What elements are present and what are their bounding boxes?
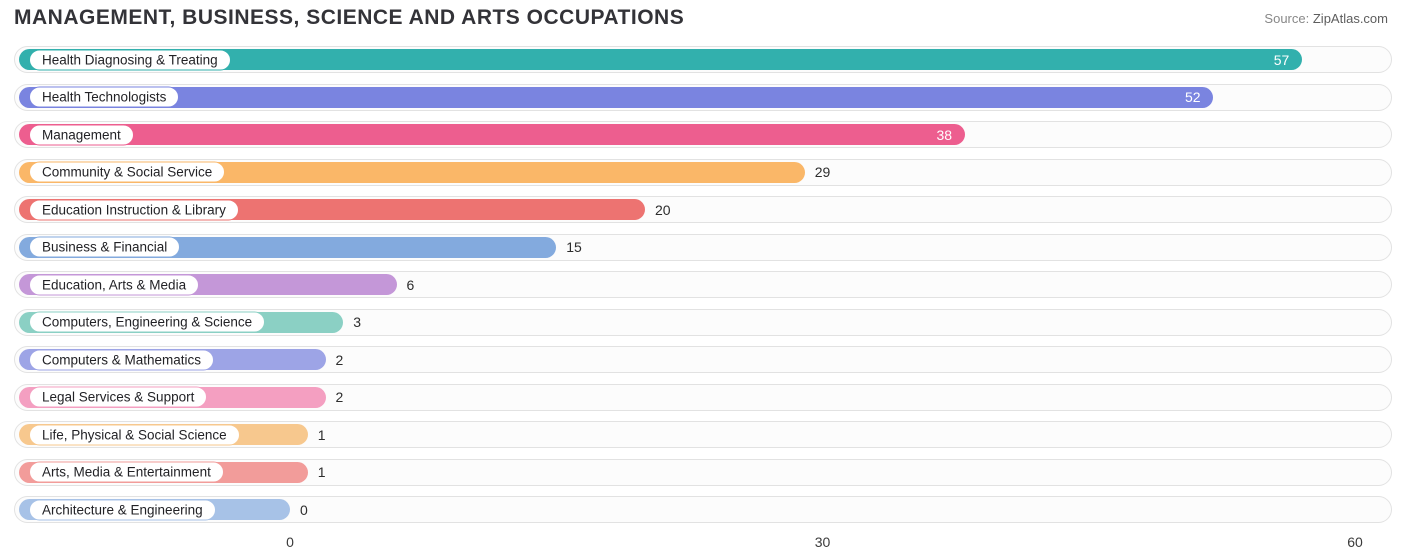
bar-value: 52: [1185, 89, 1201, 105]
axis-tick: 30: [815, 534, 831, 550]
bar-row: Arts, Media & Entertainment 1: [14, 457, 1392, 488]
bar-row: Legal Services & Support 2: [14, 382, 1392, 413]
bar-row: Business & Financial 15: [14, 232, 1392, 263]
bar-row: Computers & Mathematics 2: [14, 344, 1392, 375]
bar-value: 2: [336, 389, 344, 405]
axis-tick: 60: [1347, 534, 1363, 550]
bar-value: 20: [655, 202, 671, 218]
bar-row: Health Diagnosing & Treating 57: [14, 44, 1392, 75]
bar-value: 29: [815, 164, 831, 180]
bar-row: Management 38: [14, 119, 1392, 150]
bar-row: Community & Social Service 29: [14, 157, 1392, 188]
chart-area: Health Diagnosing & Treating 57 Health Tec…: [14, 44, 1392, 525]
chart-title: MANAGEMENT, BUSINESS, SCIENCE AND ARTS O…: [14, 6, 684, 30]
chart-header: MANAGEMENT, BUSINESS, SCIENCE AND ARTS O…: [0, 0, 1406, 30]
bar-label: Education Instruction & Library: [29, 199, 239, 220]
bar-value: 6: [407, 277, 415, 293]
bar-row: Architecture & Engineering 0: [14, 494, 1392, 525]
bar-value: 57: [1274, 52, 1290, 68]
bar-label: Arts, Media & Entertainment: [29, 462, 224, 483]
bar-value: 0: [300, 502, 308, 518]
x-axis: 0 30 60: [14, 532, 1392, 556]
bar-row: Health Technologists 52: [14, 82, 1392, 113]
bar-row: Life, Physical & Social Science 1: [14, 419, 1392, 450]
bar-label: Computers, Engineering & Science: [29, 312, 265, 333]
bar-row: Computers, Engineering & Science 3: [14, 307, 1392, 338]
bar-value: 1: [318, 464, 326, 480]
bar-row: Education Instruction & Library 20: [14, 194, 1392, 225]
bar-label: Business & Financial: [29, 237, 180, 258]
bar-value: 38: [937, 127, 953, 143]
bar-label: Legal Services & Support: [29, 387, 207, 408]
bar-label: Education, Arts & Media: [29, 274, 199, 295]
bar-fill: [19, 87, 1213, 108]
bar-label: Life, Physical & Social Science: [29, 424, 240, 445]
axis-tick: 0: [286, 534, 294, 550]
bar-value: 2: [336, 352, 344, 368]
source-label: Source:: [1264, 11, 1309, 26]
bar-label: Health Technologists: [29, 87, 179, 108]
bar-label: Community & Social Service: [29, 162, 225, 183]
source-value: ZipAtlas.com: [1313, 11, 1388, 26]
bar-fill: [19, 124, 965, 145]
bar-label: Architecture & Engineering: [29, 499, 216, 520]
bar-value: 15: [566, 239, 582, 255]
chart-source: Source: ZipAtlas.com: [1264, 11, 1388, 26]
bar-value: 1: [318, 427, 326, 443]
bar-label: Health Diagnosing & Treating: [29, 49, 231, 70]
bar-label: Management: [29, 124, 134, 145]
bar-label: Computers & Mathematics: [29, 349, 214, 370]
bar-value: 3: [353, 314, 361, 330]
bar-row: Education, Arts & Media 6: [14, 269, 1392, 300]
